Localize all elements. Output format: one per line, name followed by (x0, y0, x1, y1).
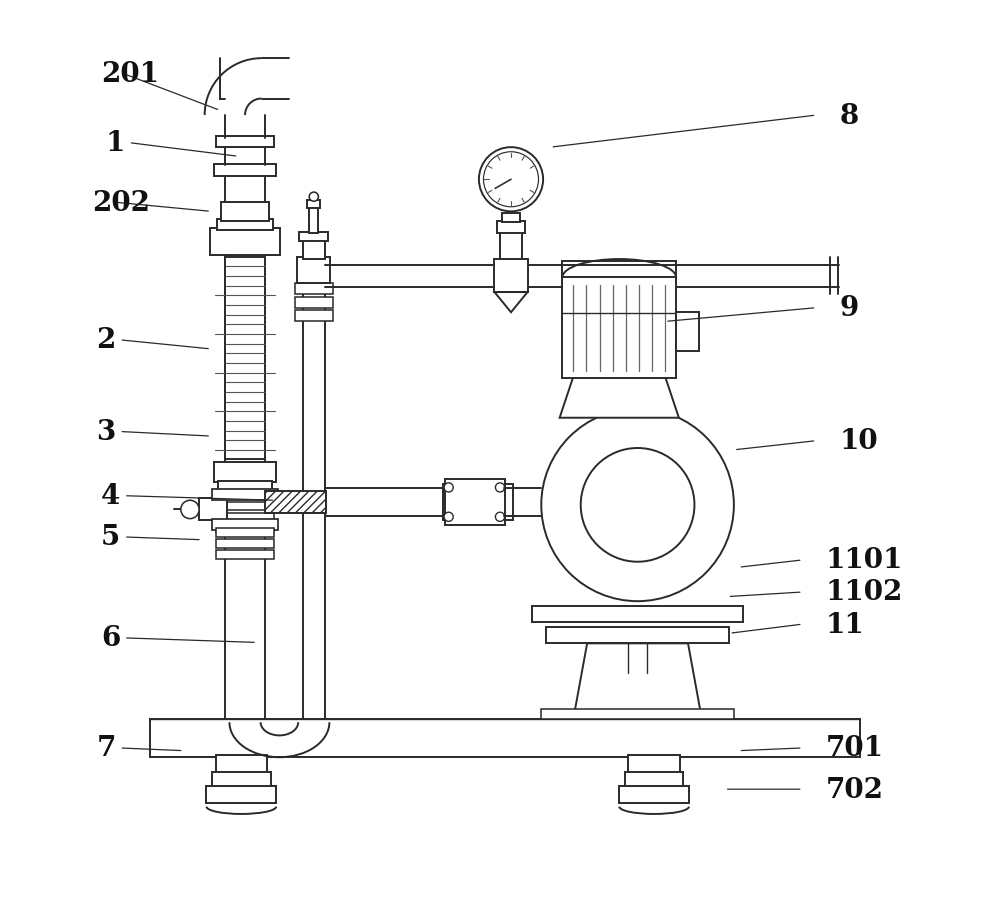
Bar (212, 490, 278, 501)
Bar (303, 240, 325, 260)
Circle shape (495, 483, 505, 493)
Bar (541, 709, 734, 719)
Bar (218, 482, 272, 494)
Bar (214, 165, 276, 177)
Circle shape (444, 483, 453, 493)
Text: 702: 702 (826, 776, 884, 803)
Bar (216, 492, 274, 500)
Bar (216, 755, 267, 774)
Bar (309, 207, 318, 234)
Bar (307, 201, 320, 209)
Bar (216, 550, 274, 560)
Bar (628, 755, 680, 774)
Bar (619, 787, 689, 803)
Bar (297, 258, 330, 284)
Text: 6: 6 (101, 625, 120, 652)
Text: 11: 11 (826, 611, 864, 638)
Circle shape (581, 448, 694, 562)
Bar (225, 258, 265, 460)
Bar (445, 480, 505, 526)
Text: 7: 7 (96, 734, 116, 762)
Polygon shape (494, 293, 528, 312)
Bar (443, 484, 458, 521)
Bar (625, 772, 683, 789)
Text: 1102: 1102 (826, 579, 903, 606)
Text: 202: 202 (92, 189, 150, 217)
Bar (212, 772, 271, 789)
Bar (295, 298, 333, 308)
Circle shape (483, 153, 539, 208)
Bar (214, 462, 276, 482)
Bar (546, 627, 729, 643)
Text: 201: 201 (101, 62, 159, 88)
Bar (216, 539, 274, 549)
Text: 2: 2 (96, 327, 116, 354)
Bar (216, 528, 274, 538)
Bar (299, 233, 328, 242)
Bar (265, 492, 326, 514)
Text: 1101: 1101 (826, 547, 903, 573)
Text: 1: 1 (106, 130, 125, 157)
Bar (502, 214, 520, 223)
Bar (216, 514, 274, 522)
Text: 8: 8 (839, 102, 859, 130)
Bar (217, 220, 273, 231)
Bar (676, 312, 699, 351)
Text: 10: 10 (839, 427, 878, 455)
Bar (150, 719, 860, 757)
Text: 5: 5 (101, 524, 120, 550)
Bar (210, 229, 280, 256)
Circle shape (479, 148, 543, 212)
Bar (532, 607, 743, 622)
Polygon shape (573, 643, 702, 719)
Bar (456, 489, 467, 516)
Circle shape (309, 193, 318, 202)
Circle shape (495, 513, 505, 522)
Bar (498, 484, 513, 521)
Polygon shape (560, 377, 679, 418)
Bar (221, 203, 269, 221)
Bar (216, 525, 274, 533)
Circle shape (541, 409, 734, 602)
Bar (199, 499, 227, 521)
Bar (206, 787, 276, 803)
Text: 701: 701 (826, 734, 884, 762)
Circle shape (444, 513, 453, 522)
Bar (216, 137, 274, 148)
Text: 3: 3 (96, 418, 116, 446)
Bar (497, 221, 525, 234)
Bar (562, 278, 676, 379)
Bar (494, 260, 528, 293)
Text: 9: 9 (839, 295, 859, 322)
Text: 4: 4 (101, 482, 120, 510)
Bar (295, 284, 333, 295)
Circle shape (181, 501, 199, 519)
Bar (216, 503, 274, 511)
Bar (295, 311, 333, 322)
Bar (212, 519, 278, 530)
